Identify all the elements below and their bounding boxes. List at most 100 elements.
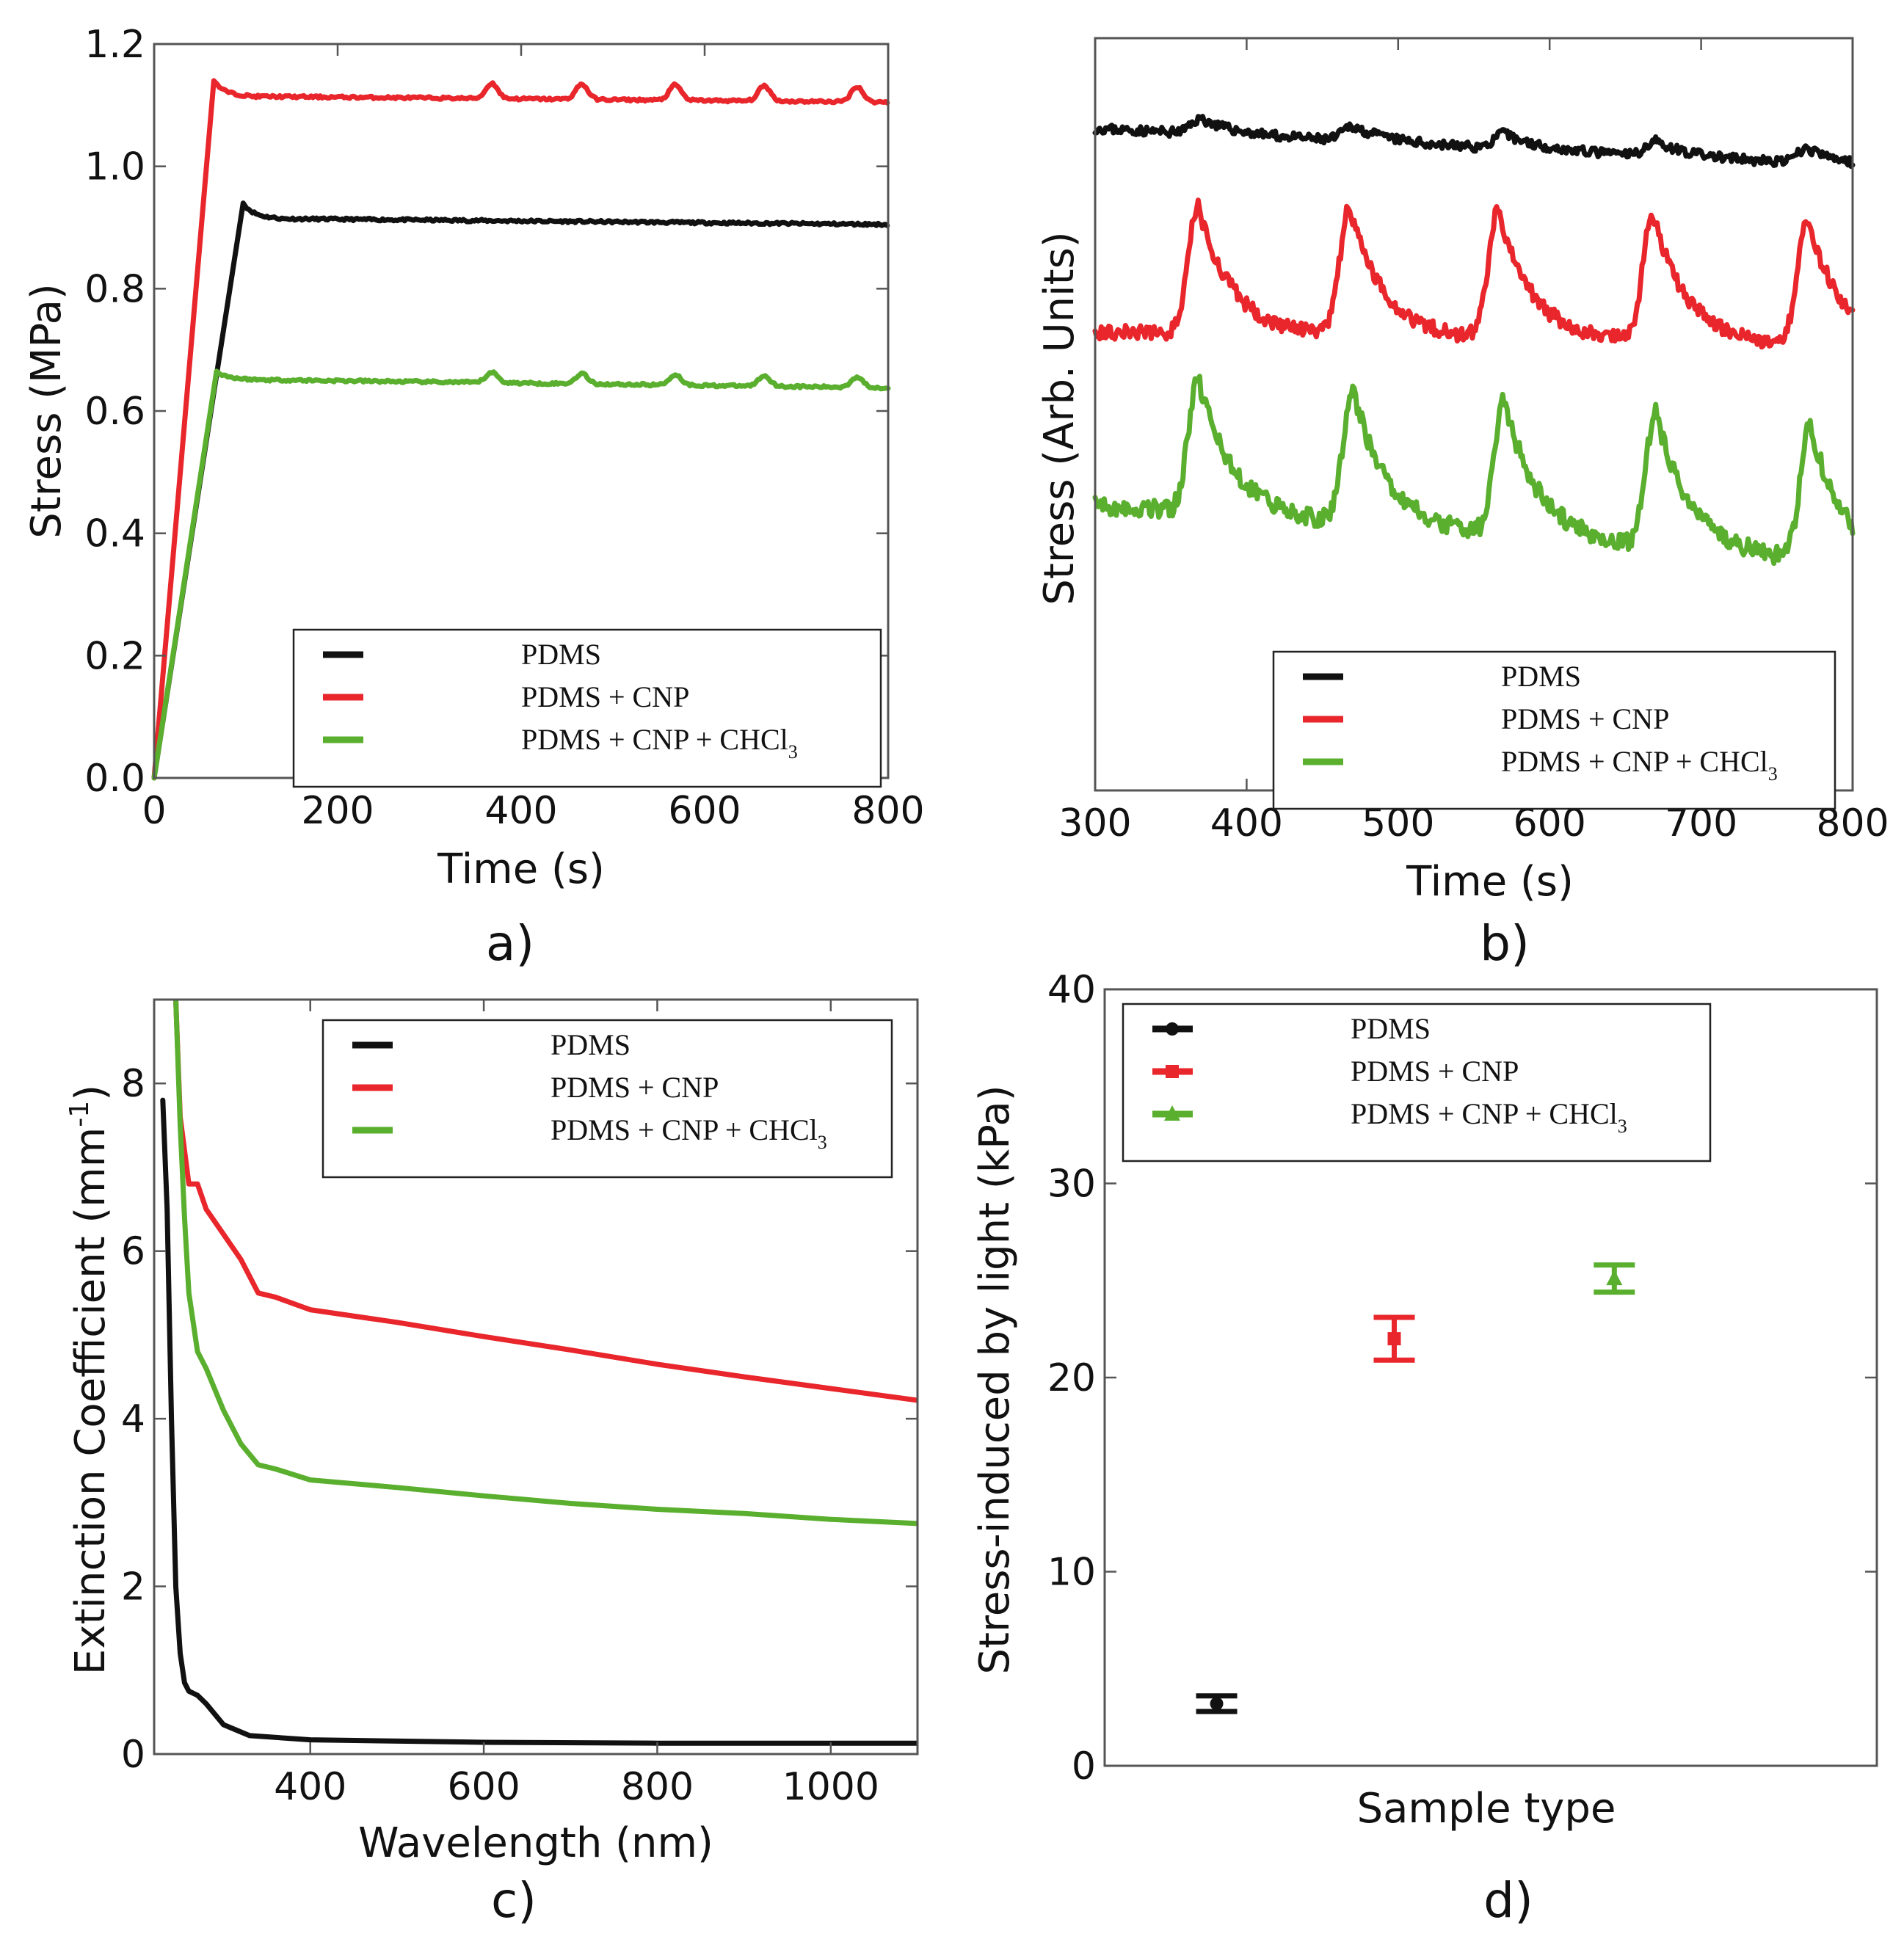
legend-box: [1272, 650, 1836, 810]
panel-a-x-tick-label: 800: [851, 789, 924, 833]
panel-c-series-pdms: [160, 1097, 918, 1746]
panel-c-y-tick-label: 2: [121, 1565, 145, 1609]
marker-triangle: [1606, 1270, 1623, 1286]
panel-a: 0 200 400 600 800 0.0 0.2 0.4 0.6 0.8 1.0 1.2 Time …: [23, 23, 925, 972]
legend-box: [1122, 1003, 1712, 1163]
panel-c-series-pdms-cnp: [173, 1000, 918, 1403]
panel-a-plot-area: [151, 78, 891, 781]
panel-d-legend: PDMS PDMS + CNP PDMS + CNP + CHCl3: [1122, 1003, 1712, 1163]
panel-d-y-tick-label: 20: [1047, 1356, 1096, 1400]
legend-label-pdms-cnp: PDMS + CNP: [1351, 1055, 1519, 1088]
panel-a-y-tick-label: 0.0: [84, 757, 145, 801]
legend-label-pdms-cnp: PDMS + CNP: [521, 680, 689, 713]
panel-c-y-tick-label: 0: [121, 1733, 145, 1777]
panel-a-series-pdms-cnp: [151, 78, 890, 781]
panel-c-series-group: [160, 1000, 918, 1746]
marker-triangle: [1164, 1105, 1180, 1121]
panel-c-x-axis-label: Wavelength (nm): [358, 1819, 713, 1867]
legend-label-pdms-cnp: PDMS + CNP: [551, 1071, 719, 1104]
legend-label-subscript: 3: [788, 741, 798, 763]
legend-label-subscript: 3: [1618, 1116, 1627, 1137]
panel-a-y-tick-label: 0.4: [84, 512, 145, 556]
panel-d-x-axis-label: Sample type: [1357, 1785, 1616, 1833]
panel-a-y-tick-label: 1.2: [84, 23, 145, 67]
panel-c-legend: PDMS PDMS + CNP PDMS + CNP + CHCl3: [321, 1019, 893, 1179]
legend-label-subscript: 3: [818, 1132, 827, 1153]
legend-label-pdms-cnp-chcl3: PDMS + CNP + CHCl3: [1501, 745, 1778, 785]
legend-label-pdms: PDMS: [551, 1028, 631, 1061]
panel-c-series-pdms-cnp-chcl3: [173, 1000, 918, 1527]
legend-label-pdms-cnp-chcl3: PDMS + CNP + CHCl3: [1351, 1097, 1627, 1137]
panel-a-series-pdms: [151, 200, 890, 781]
panel-a-x-axis-label: Time (s): [437, 845, 605, 893]
panel-d-y-tick-label: 30: [1047, 1163, 1096, 1207]
legend-label-pdms: PDMS: [1501, 660, 1581, 693]
panel-b-x-axis-label: Time (s): [1406, 858, 1574, 906]
panel-d-label: d): [1483, 1872, 1533, 1929]
panel-c-x-tick-label: 800: [621, 1765, 694, 1809]
panel-a-ticks: 0 200 400 600 800 0.0 0.2 0.4 0.6 0.8 1.0 1.2: [84, 23, 924, 833]
legend-label-main: PDMS + CNP + CHCl: [551, 1113, 818, 1146]
panel-b-x-tick-label: 400: [1210, 801, 1283, 845]
panel-b-x-tick-label: 300: [1058, 801, 1131, 845]
marker-square: [1166, 1065, 1179, 1078]
legend-label-main: PDMS + CNP + CHCl: [1351, 1097, 1618, 1130]
legend-label-pdms-cnp: PDMS + CNP: [1501, 702, 1669, 735]
panel-d-ticks: 0 10 20 30 40: [1047, 968, 1877, 1789]
legend-label-pdms-cnp-chcl3: PDMS + CNP + CHCl3: [521, 723, 798, 763]
panel-c-x-tick-label: 400: [274, 1765, 346, 1809]
panel-b: 300 400 500 600 700 800 Time (s) Stress (Arb.…: [1036, 37, 1889, 972]
legend-box: [321, 1019, 893, 1179]
panel-c-y-axis-label-main: Extinction Coefficient (mm: [67, 1127, 115, 1675]
panel-a-y-axis-label: Stress (MPa): [23, 283, 70, 538]
panel-a-legend: PDMS PDMS + CNP PDMS + CNP + CHCl3: [292, 628, 882, 788]
panel-d-point-pdms: [1196, 1693, 1238, 1714]
panel-a-y-tick-label: 0.6: [84, 390, 145, 434]
panel-b-y-axis-label: Stress (Arb. Units): [1036, 231, 1083, 605]
panel-c-frame: [153, 998, 919, 1756]
legend-label-pdms: PDMS: [521, 638, 601, 671]
panel-a-x-tick-label: 400: [484, 789, 557, 833]
panel-a-x-tick-label: 0: [142, 789, 166, 833]
panel-d-plot-area: [1196, 1262, 1635, 1714]
panel-a-y-tick-label: 1.0: [84, 145, 145, 189]
legend-label-main: PDMS + CNP + CHCl: [1501, 745, 1768, 778]
panel-b-series-pdms-cnp: [1092, 197, 1856, 350]
panel-c-y-tick-label: 8: [121, 1062, 145, 1106]
panel-b-legend: PDMS PDMS + CNP PDMS + CNP + CHCl3: [1272, 650, 1836, 810]
panel-a-y-tick-label: 0.2: [84, 634, 145, 678]
panel-d-y-tick-label: 0: [1072, 1745, 1096, 1789]
panel-d-point-pdms-cnp-chcl3: [1594, 1262, 1635, 1295]
legend-box: [292, 628, 882, 788]
panel-d: 0 10 20 30 40 Sample type Stress-induced by …: [971, 968, 1878, 1929]
legend-label-pdms-cnp-chcl3: PDMS + CNP + CHCl3: [551, 1113, 827, 1153]
panel-c-plot-area: [160, 1000, 918, 1746]
panel-c-ticks: 400 600 800 1000 0 2 4 6 8: [121, 1000, 918, 1809]
legend-label-subscript: 3: [1768, 763, 1778, 785]
panel-b-label: b): [1480, 915, 1530, 972]
panel-c-x-tick-label: 1000: [782, 1765, 879, 1809]
panel-d-y-axis-label: Stress-induced by light (kPa): [971, 1085, 1019, 1674]
panel-b-series-pdms: [1092, 114, 1856, 170]
panel-d-y-tick-label: 10: [1047, 1551, 1096, 1595]
panel-c-y-axis-label-sup: -1: [65, 1101, 95, 1127]
legend-label-main: PDMS + CNP + CHCl: [521, 723, 788, 756]
panel-a-y-tick-label: 0.8: [84, 267, 145, 311]
panel-a-x-tick-label: 200: [301, 789, 374, 833]
marker-circle: [1210, 1697, 1224, 1711]
panel-c-y-tick-label: 6: [121, 1230, 145, 1274]
panel-b-plot-area: [1092, 114, 1856, 567]
panel-c-x-tick-label: 600: [447, 1765, 520, 1809]
panel-a-series-pdms-cnp-chcl3: [151, 368, 891, 781]
marker-square: [1387, 1332, 1401, 1346]
panel-c-y-axis-label: Extinction Coefficient (mm-1): [65, 1085, 115, 1675]
panel-c-y-axis-label-tail: ): [67, 1085, 115, 1101]
marker-circle: [1166, 1022, 1179, 1036]
panel-d-point-pdms-cnp: [1373, 1314, 1415, 1363]
panel-d-y-tick-label: 40: [1047, 968, 1096, 1012]
panel-c: 400 600 800 1000 0 2 4 6 8 Wavelength (nm) Extin…: [65, 998, 919, 1929]
panel-a-x-tick-label: 600: [668, 789, 741, 833]
panel-b-series-pdms-cnp-chcl3: [1092, 374, 1856, 567]
panel-c-label: c): [491, 1872, 537, 1929]
